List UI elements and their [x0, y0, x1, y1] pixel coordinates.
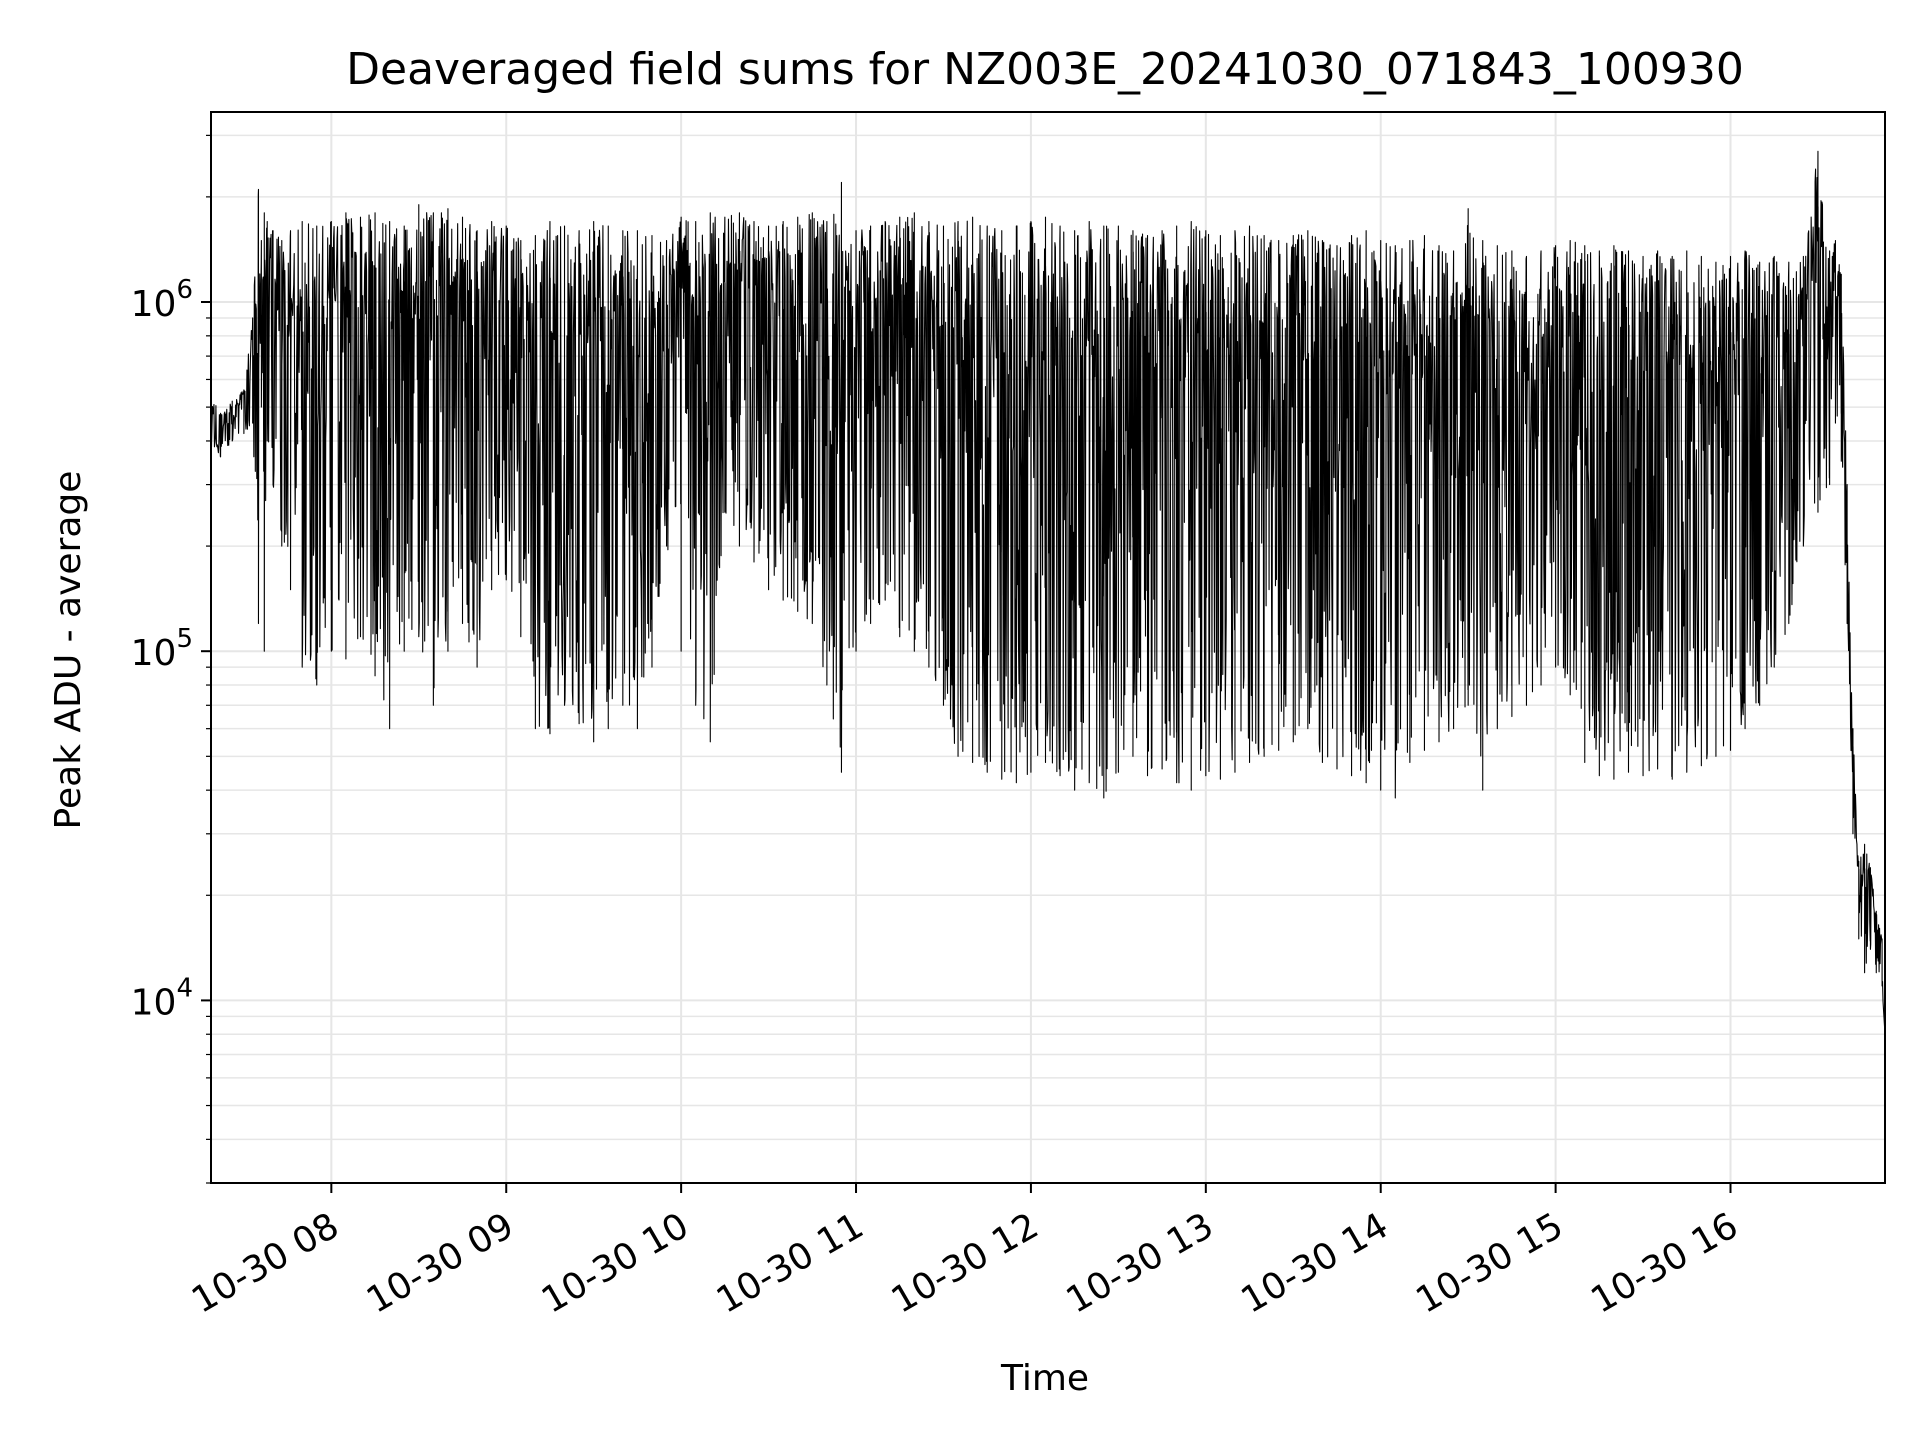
- y-tick-label: 106: [131, 275, 193, 325]
- chart-title: Deaveraged field sums for NZ003E_2024103…: [346, 44, 1744, 95]
- plot-frame: [210, 111, 1886, 1184]
- data-series-line: [211, 150, 1885, 1140]
- x-axis-label: Time: [1000, 1358, 1089, 1399]
- y-axis-label: Peak ADU - average: [48, 471, 89, 830]
- y-tick-label: 104: [131, 973, 193, 1023]
- y-tick-label: 105: [131, 624, 193, 674]
- data-layer: [211, 150, 1885, 1140]
